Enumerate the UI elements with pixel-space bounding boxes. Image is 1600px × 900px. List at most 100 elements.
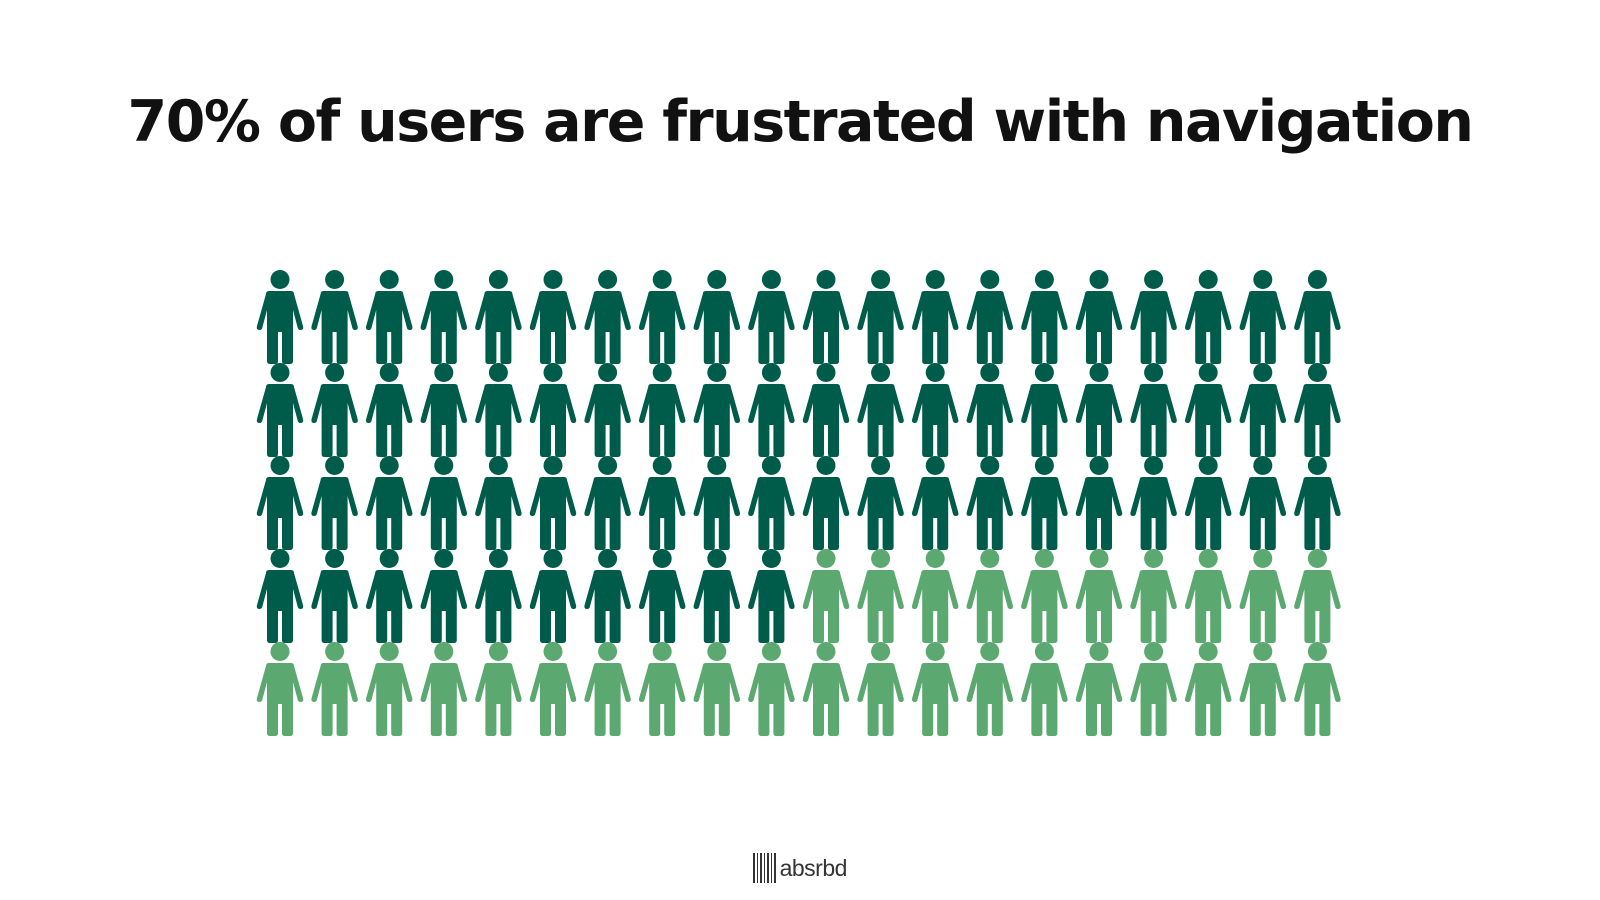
person-icon-highlighted	[1021, 363, 1068, 457]
person-icon	[966, 549, 1014, 643]
person-icon-highlighted	[802, 456, 850, 550]
person-icon-highlighted	[1021, 270, 1068, 364]
person-icon-highlighted	[256, 549, 304, 643]
person-icon-highlighted	[1075, 456, 1123, 550]
person-icon	[420, 642, 468, 736]
person-icon	[1021, 642, 1068, 736]
person-icon	[584, 642, 631, 736]
person-icon	[311, 642, 358, 736]
person-icon-highlighted	[311, 456, 358, 550]
person-icon-highlighted	[638, 456, 686, 550]
person-icon	[1294, 549, 1341, 643]
person-icon-highlighted	[966, 363, 1014, 457]
person-icon-highlighted	[911, 270, 959, 364]
person-icon-highlighted	[638, 549, 686, 643]
person-icon-highlighted	[365, 270, 413, 364]
person-icon-highlighted	[638, 363, 686, 457]
person-icon-highlighted	[529, 456, 577, 550]
person-icon	[1075, 642, 1123, 736]
person-icon-highlighted	[1294, 456, 1341, 550]
barcode-icon	[753, 853, 776, 883]
person-icon-highlighted	[475, 549, 522, 643]
person-icon-highlighted	[420, 456, 468, 550]
person-icon-highlighted	[748, 456, 795, 550]
person-icon-highlighted	[1075, 270, 1123, 364]
person-icon-highlighted	[748, 270, 795, 364]
person-icon-highlighted	[857, 270, 904, 364]
person-icon	[1021, 549, 1068, 643]
person-icon-highlighted	[1294, 363, 1341, 457]
person-icon-highlighted	[1239, 270, 1287, 364]
person-icon-highlighted	[1130, 363, 1177, 457]
person-icon-highlighted	[802, 270, 850, 364]
person-icon-highlighted	[475, 363, 522, 457]
person-icon-highlighted	[475, 270, 522, 364]
person-icon	[1239, 549, 1287, 643]
person-icon-highlighted	[1130, 456, 1177, 550]
person-icon-highlighted	[365, 456, 413, 550]
person-icon-highlighted	[256, 270, 304, 364]
person-icon	[857, 642, 904, 736]
pictogram-svg	[256, 270, 1341, 736]
brand-name: absrbd	[779, 854, 848, 881]
person-icon	[1130, 549, 1177, 643]
person-icon-highlighted	[693, 363, 741, 457]
person-icon	[1075, 549, 1123, 643]
person-icon-highlighted	[475, 456, 522, 550]
person-icon-highlighted	[1075, 363, 1123, 457]
person-icon	[693, 642, 741, 736]
person-icon-highlighted	[256, 456, 304, 550]
person-icon-highlighted	[311, 270, 358, 364]
person-icon	[638, 642, 686, 736]
person-icon-highlighted	[1021, 456, 1068, 550]
person-icon-highlighted	[911, 456, 959, 550]
person-icon-highlighted	[857, 363, 904, 457]
person-icon	[1294, 642, 1341, 736]
person-icon-highlighted	[529, 270, 577, 364]
person-icon-highlighted	[584, 363, 631, 457]
person-icon	[1239, 642, 1287, 736]
person-icon	[256, 642, 304, 736]
person-icon-highlighted	[256, 363, 304, 457]
person-icon-highlighted	[420, 270, 468, 364]
person-icon-highlighted	[584, 270, 631, 364]
person-icon	[911, 549, 959, 643]
person-icon-highlighted	[966, 270, 1014, 364]
brand-logo: absrbd	[753, 853, 847, 883]
person-icon	[966, 642, 1014, 736]
person-icon	[529, 642, 577, 736]
person-icon-highlighted	[693, 270, 741, 364]
person-icon-highlighted	[584, 456, 631, 550]
page-title: 70% of users are frustrated with navigat…	[127, 89, 1474, 155]
person-icon-highlighted	[365, 363, 413, 457]
person-icon-highlighted	[748, 549, 795, 643]
person-icon	[1130, 642, 1177, 736]
person-icon-highlighted	[529, 363, 577, 457]
person-icon-highlighted	[1130, 270, 1177, 364]
person-icon-highlighted	[584, 549, 631, 643]
person-icon-highlighted	[693, 549, 741, 643]
person-icon-highlighted	[693, 456, 741, 550]
person-icon-highlighted	[420, 549, 468, 643]
footer: absrbd	[0, 853, 1600, 883]
person-icon	[1184, 549, 1232, 643]
pictogram-chart	[256, 270, 1348, 744]
person-icon	[748, 642, 795, 736]
person-icon-highlighted	[420, 363, 468, 457]
person-icon-highlighted	[1184, 363, 1232, 457]
person-icon-highlighted	[311, 549, 358, 643]
person-icon	[802, 549, 850, 643]
person-icon-highlighted	[311, 363, 358, 457]
person-icon-highlighted	[638, 270, 686, 364]
person-icon-highlighted	[529, 549, 577, 643]
person-icon-highlighted	[1184, 270, 1232, 364]
person-icon	[1184, 642, 1232, 736]
person-icon-highlighted	[1239, 456, 1287, 550]
person-icon-highlighted	[857, 456, 904, 550]
person-icon-highlighted	[1294, 270, 1341, 364]
person-icon	[802, 642, 850, 736]
person-icon-highlighted	[1239, 363, 1287, 457]
person-icon	[911, 642, 959, 736]
person-icon-highlighted	[966, 456, 1014, 550]
person-icon-highlighted	[911, 363, 959, 457]
